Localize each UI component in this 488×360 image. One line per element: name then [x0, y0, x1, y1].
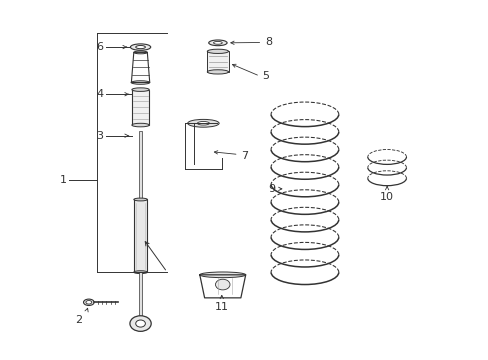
Bar — [139, 131, 142, 199]
Bar — [207, 51, 228, 72]
Ellipse shape — [86, 301, 92, 304]
Ellipse shape — [208, 40, 226, 46]
Text: 11: 11 — [214, 302, 228, 312]
Text: 6: 6 — [96, 42, 103, 52]
Ellipse shape — [134, 51, 147, 54]
Ellipse shape — [131, 81, 149, 84]
Text: 7: 7 — [240, 151, 247, 161]
Bar — [139, 272, 142, 316]
Ellipse shape — [134, 271, 147, 274]
Text: 2: 2 — [76, 315, 82, 325]
Text: 4: 4 — [96, 89, 103, 99]
Bar — [132, 90, 149, 125]
Ellipse shape — [187, 120, 219, 127]
Circle shape — [130, 316, 151, 331]
Ellipse shape — [200, 272, 245, 278]
Ellipse shape — [132, 88, 149, 91]
Ellipse shape — [207, 49, 228, 54]
Text: 1: 1 — [60, 175, 66, 185]
Ellipse shape — [134, 198, 147, 201]
Circle shape — [136, 320, 145, 327]
Circle shape — [215, 279, 229, 290]
Ellipse shape — [213, 41, 222, 44]
Text: 3: 3 — [96, 131, 103, 141]
Ellipse shape — [130, 44, 150, 50]
Text: 8: 8 — [264, 37, 271, 48]
Text: 10: 10 — [379, 192, 393, 202]
Ellipse shape — [136, 45, 145, 49]
Ellipse shape — [207, 70, 228, 74]
Ellipse shape — [132, 123, 149, 127]
Ellipse shape — [83, 299, 94, 306]
Bar — [134, 199, 147, 272]
Ellipse shape — [197, 122, 209, 125]
Text: 9: 9 — [267, 184, 274, 194]
Text: 5: 5 — [262, 71, 269, 81]
